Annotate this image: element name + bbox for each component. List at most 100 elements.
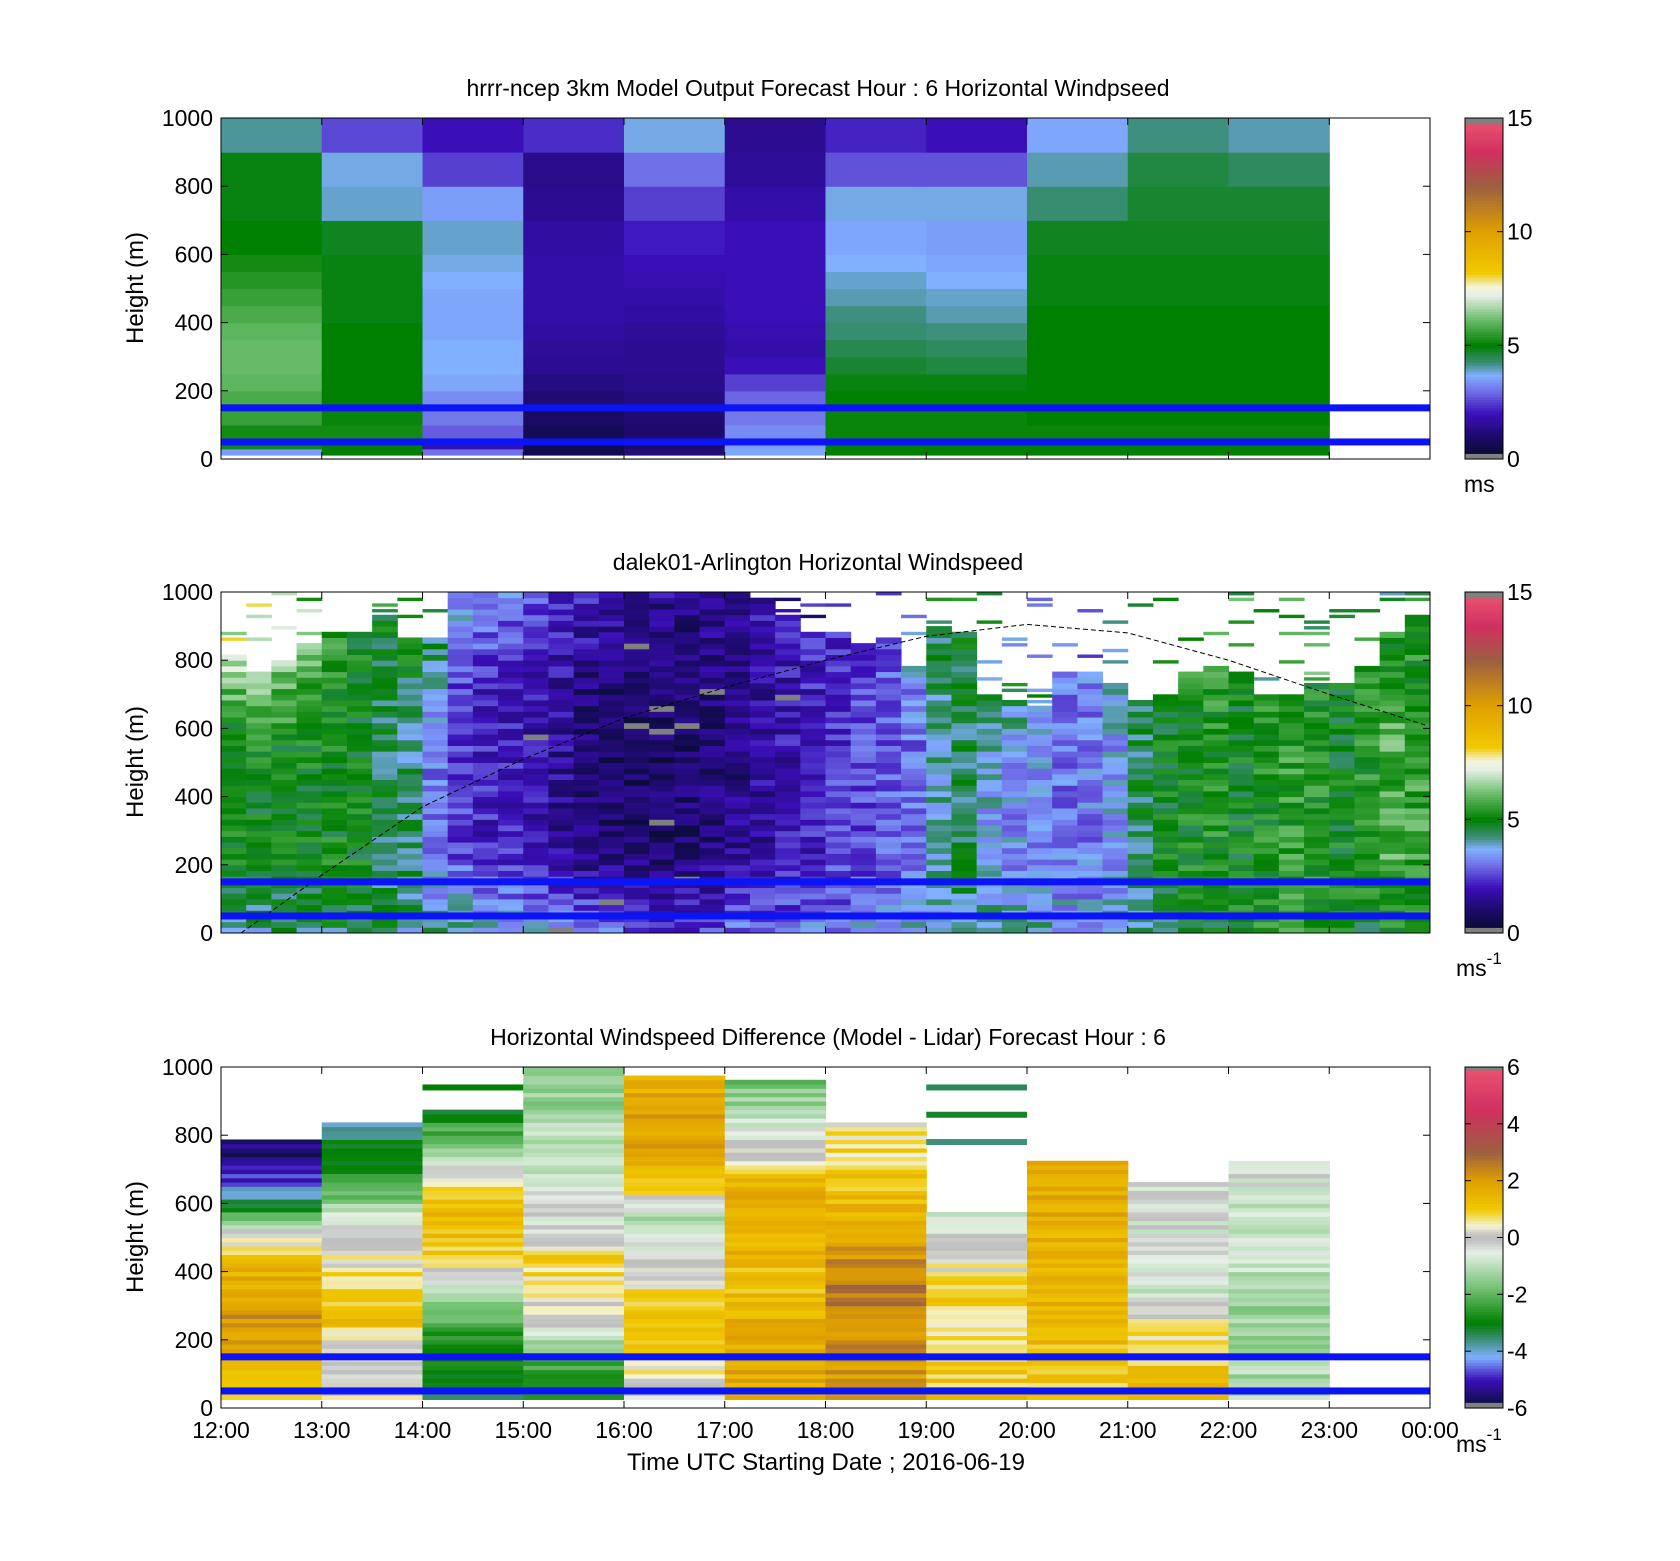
lidar-cell xyxy=(1404,694,1431,701)
lidar-cell xyxy=(775,807,801,815)
lidar-cell xyxy=(825,768,852,775)
model-cell xyxy=(422,356,524,375)
lidar-cell xyxy=(649,927,675,934)
lidar-cell xyxy=(498,648,524,656)
difference-cell xyxy=(321,1190,424,1196)
colorbar-segment xyxy=(1465,118,1503,122)
lidar-cell xyxy=(498,807,524,815)
lidar-cell xyxy=(1127,762,1154,769)
lidar-cell xyxy=(649,813,675,820)
lidar-cell xyxy=(1379,705,1406,712)
lidar-cell xyxy=(498,745,524,752)
lidar-cell xyxy=(1152,847,1179,854)
lidar-cell xyxy=(649,722,675,729)
lidar-cell xyxy=(1178,898,1204,906)
difference-cell xyxy=(624,1135,726,1140)
colorbar-segment xyxy=(1465,745,1503,749)
model-cell xyxy=(724,390,827,409)
lidar-cell xyxy=(976,677,1003,681)
model-cell xyxy=(221,271,323,290)
lidar-cell xyxy=(1379,677,1406,684)
lidar-cell xyxy=(901,773,927,781)
lidar-cell xyxy=(674,825,701,832)
colorbar-segment xyxy=(1465,1354,1503,1358)
x-axis-ticks-model xyxy=(220,118,1431,459)
difference-cell xyxy=(1027,1378,1129,1383)
lidar-cell xyxy=(1379,745,1406,752)
lidar-cell xyxy=(775,768,801,775)
lidar-cell xyxy=(472,734,499,741)
difference-cell xyxy=(1127,1322,1230,1328)
lidar-cell xyxy=(749,620,776,627)
lidar-cell xyxy=(875,813,902,820)
lidar-cell xyxy=(498,620,524,627)
lidar-cell xyxy=(1228,830,1255,837)
lidar-cell xyxy=(523,802,549,809)
lidar-cell xyxy=(1354,665,1381,673)
lidar-cell xyxy=(674,842,701,849)
colorbar-segment xyxy=(1465,427,1503,432)
difference-cell xyxy=(1228,1228,1330,1234)
lidar-cell xyxy=(1178,836,1204,843)
colorbar-segment xyxy=(1465,1388,1503,1392)
lidar-cell xyxy=(724,762,751,769)
colorbar-segment xyxy=(1465,223,1503,227)
difference-cell xyxy=(1127,1280,1230,1285)
lidar-cell xyxy=(472,592,499,599)
lidar-cell xyxy=(271,705,298,712)
lidar-cell xyxy=(1127,927,1154,934)
model-cell xyxy=(926,424,1028,440)
lidar-cell xyxy=(624,870,650,877)
lidar-cell xyxy=(1127,785,1154,792)
lidar-cell xyxy=(422,825,449,832)
difference-cell xyxy=(422,1331,524,1337)
lidar-cell xyxy=(548,688,575,695)
difference-cell xyxy=(321,1348,424,1354)
model-cell xyxy=(624,339,726,358)
difference-cell xyxy=(1228,1309,1330,1315)
lidar-cell xyxy=(926,927,952,934)
lidar-cell xyxy=(573,921,600,928)
lidar-cell xyxy=(397,836,423,843)
difference-cell xyxy=(523,1344,625,1349)
lidar-cell xyxy=(472,717,499,724)
lidar-cell xyxy=(1077,654,1104,658)
lidar-cell xyxy=(246,853,272,860)
lidar-cell xyxy=(271,592,298,596)
lidar-cell xyxy=(296,893,323,900)
difference-cell xyxy=(624,1075,726,1081)
lidar-cell xyxy=(1001,785,1028,792)
lidar-cell xyxy=(1228,682,1255,690)
difference-cell xyxy=(724,1348,827,1354)
colorbar-segment xyxy=(1465,288,1503,292)
difference-cell xyxy=(221,1288,323,1294)
difference-cell xyxy=(926,1344,1028,1349)
lidar-cell xyxy=(724,739,751,746)
lidar-cell xyxy=(1404,682,1431,690)
lidar-cell xyxy=(422,802,449,809)
lidar-cell xyxy=(1278,870,1305,877)
difference-cell xyxy=(624,1382,726,1388)
lidar-cell xyxy=(926,813,952,820)
lidar-cell xyxy=(1379,790,1406,798)
lidar-cell xyxy=(1329,904,1355,911)
lidar-cell xyxy=(1278,756,1305,763)
lidar-cell xyxy=(397,802,423,809)
y-tick-label: 0 xyxy=(200,1395,213,1421)
difference-cell xyxy=(523,1292,625,1298)
colorbar-segment xyxy=(1465,1300,1503,1304)
lidar-cell xyxy=(447,842,474,849)
lidar-cell xyxy=(321,830,348,837)
difference-cell xyxy=(1228,1369,1330,1375)
lidar-cell xyxy=(1052,705,1078,712)
difference-cell xyxy=(422,1382,524,1388)
lidar-cell xyxy=(498,864,524,871)
lidar-cell xyxy=(1354,722,1381,729)
lidar-cell xyxy=(1228,717,1255,724)
x-tick-label: 12:00 xyxy=(192,1417,250,1443)
reference-line xyxy=(221,1387,1430,1395)
difference-cell xyxy=(321,1216,424,1221)
lidar-cell xyxy=(901,699,927,707)
difference-cell xyxy=(724,1233,827,1238)
lidar-cell xyxy=(221,904,247,911)
